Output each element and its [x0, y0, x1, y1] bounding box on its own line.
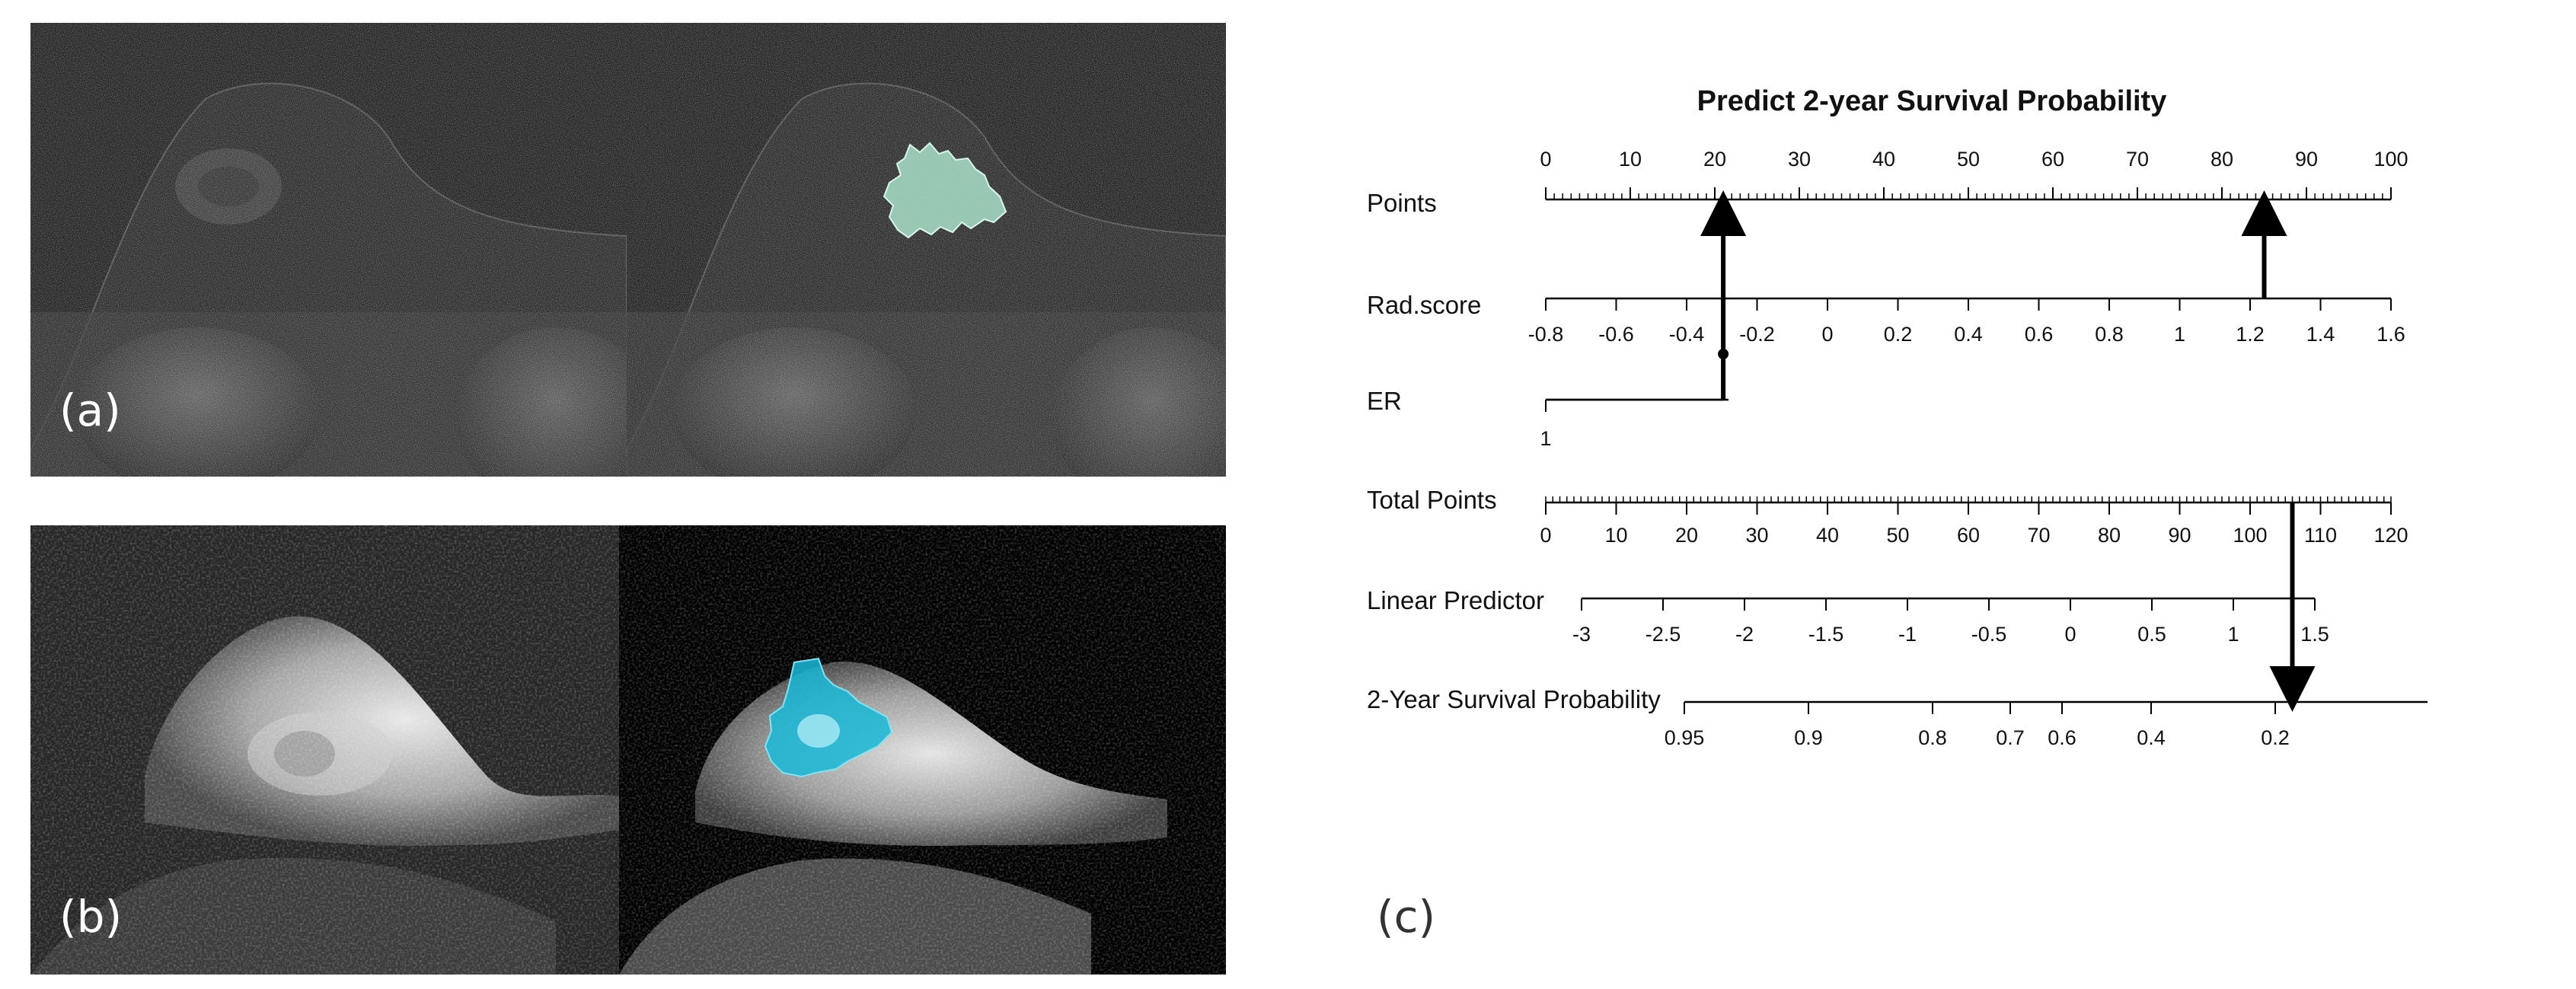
nomogram-row-label: Linear Predictor: [1367, 586, 1544, 614]
nomogram-tick-label: 10: [1619, 148, 1642, 171]
nomogram-row-label: Points: [1367, 189, 1437, 217]
nomogram-tick-label: 0.6: [2025, 323, 2054, 346]
nomogram-tick-label: 1: [2174, 323, 2185, 346]
nomogram-tick-label: 80: [2211, 148, 2233, 171]
nomogram-tick-label: 30: [1745, 524, 1768, 547]
nomogram-tick-label: 50: [1886, 524, 1909, 547]
nomogram-tick-label: 20: [1703, 148, 1726, 171]
nomogram-tick-label: 1.6: [2376, 323, 2405, 346]
nomogram-row-2: ER 1: [1367, 387, 1729, 450]
panel-label-a: (a): [59, 384, 121, 436]
nomogram-tick-label: -0.6: [1598, 323, 1634, 346]
nomogram-tick-label: -0.2: [1739, 323, 1775, 346]
nomogram-row-0: Points 0 10 20 30 40 50 60 70 80 90 100: [1367, 148, 2408, 217]
tumor-segmentation-a: [883, 142, 1007, 239]
nomogram-tick-label: 0.95: [1665, 726, 1705, 749]
nomogram-row-label: Total Points: [1367, 486, 1497, 514]
nomogram-tick-label: -1.5: [1808, 623, 1844, 646]
nomogram-tick-label: 0: [1540, 148, 1551, 171]
nomogram-tick-label: 0.6: [2048, 726, 2076, 749]
nomogram-tick-label: 70: [2126, 148, 2149, 171]
nomogram-tick-label: 70: [2027, 524, 2050, 547]
nomogram-tick-label: 1.4: [2306, 323, 2335, 346]
nomogram-tick-label: -3: [1572, 623, 1591, 646]
nomogram-tick-label: 30: [1788, 148, 1811, 171]
nomogram-tick-label: 0.7: [1996, 726, 2025, 749]
nomogram-tick-label: 0.4: [1954, 323, 1983, 346]
nomogram-tick-label: 0: [2064, 623, 2076, 646]
nomogram-title: Predict 2-year Survival Probability: [1697, 85, 2167, 117]
nomogram-tick-label: -0.5: [1971, 623, 2007, 646]
nomogram-tick-label: 0.5: [2137, 623, 2166, 646]
nomogram-tick-label: -2.5: [1646, 623, 1681, 646]
nomogram-tick-label: 90: [2168, 524, 2191, 547]
nomogram-tick-label: -0.4: [1669, 323, 1705, 346]
nomogram-row-label: ER: [1367, 387, 1402, 415]
nomogram-tick-label: 1.2: [2236, 323, 2265, 346]
nomogram-tick-label: 10: [1604, 524, 1627, 547]
nomogram-tick-label: 40: [1816, 524, 1839, 547]
nomogram-tick-label: 0.2: [1884, 323, 1913, 346]
nomogram-row-1: Rad.score -0.8 -0.6 -0.4 -0.2 0 0.2 0.4 0.6 0.8 1 1…: [1367, 291, 2405, 346]
nomogram-tick-label: 1: [1540, 427, 1551, 450]
nomogram-tick-label: 60: [1957, 524, 1980, 547]
nomogram-tick-label: -1: [1898, 623, 1917, 646]
nomogram-tick-label: 40: [1872, 148, 1895, 171]
nomogram-tick-label: 0.8: [1918, 726, 1947, 749]
nomogram-tick-label: 0.4: [2137, 726, 2166, 749]
nomogram-tick-label: -0.8: [1528, 323, 1564, 346]
nomogram-tick-label: 100: [2233, 524, 2267, 547]
mri-image-b-original: [30, 525, 619, 975]
rad-score-marker: [1718, 349, 1729, 359]
mri-image-a-segmented: [627, 23, 1226, 477]
nomogram-tick-label: 60: [2041, 148, 2064, 171]
nomogram-tick-label: -2: [1735, 623, 1754, 646]
nomogram-tick-label: 80: [2098, 524, 2121, 547]
nomogram-tick-label: 110: [2304, 524, 2337, 547]
panel-label-b: (b): [59, 891, 123, 943]
nomogram-tick-label: 100: [2373, 148, 2408, 171]
nomogram-row-3: Total Points 0 10 20 30 40 50 60 70 80 90 100 110 120: [1367, 486, 2408, 547]
nomogram-row-label: 2-Year Survival Probability: [1367, 685, 1661, 713]
panel-label-c: (c): [1377, 891, 1436, 943]
nomogram-tick-label: 20: [1675, 524, 1698, 547]
nomogram-row-label: Rad.score: [1367, 291, 1481, 319]
nomogram-tick-label: 0.9: [1794, 726, 1823, 749]
nomogram: Predict 2-year Survival Probability Poin…: [1367, 85, 2428, 749]
nomogram-tick-label: 1.5: [2300, 623, 2329, 646]
nomogram-tick-label: 1: [2227, 623, 2239, 646]
nomogram-tick-label: 0.8: [2095, 323, 2124, 346]
nomogram-tick-label: 120: [2373, 524, 2408, 547]
nomogram-tick-label: 50: [1957, 148, 1980, 171]
mri-image-b-segmented: [619, 525, 1226, 975]
mri-image-a-original: [30, 23, 627, 477]
nomogram-tick-label: 0: [1821, 323, 1833, 346]
nomogram-tick-label: 0.2: [2261, 726, 2290, 749]
nomogram-row-4: Linear Predictor -3 -2.5 -2 -1.5 -1 -0.5 0 0.5 1 1…: [1367, 586, 2329, 646]
nomogram-tick-label: 0: [1540, 524, 1551, 547]
nomogram-tick-label: 90: [2295, 148, 2318, 171]
